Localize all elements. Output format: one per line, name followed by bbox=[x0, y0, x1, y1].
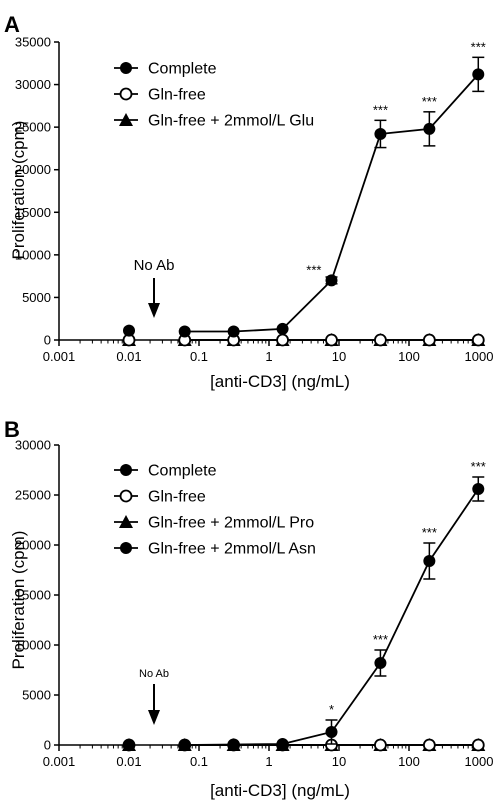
x-axis-title-a: [anti-CD3] (ng/mL) bbox=[210, 372, 350, 391]
x-tick-label: 1 bbox=[265, 349, 272, 364]
y-tick-label: 15000 bbox=[15, 588, 51, 603]
x-tick-label: 0.001 bbox=[43, 754, 76, 769]
panel-a: A Proliferation (cpm) [anti-CD3] (ng/mL)… bbox=[4, 12, 493, 391]
legend-marker bbox=[119, 489, 133, 503]
no-ab-arrow-a bbox=[148, 278, 160, 318]
data-point bbox=[374, 333, 387, 347]
significance-label: *** bbox=[471, 39, 486, 54]
legend-entry: Gln-free + 2mmol/L Glu bbox=[148, 113, 314, 130]
legend-b: Complete Gln-free Gln-free + 2mmol/L Pro Gl… bbox=[114, 463, 316, 558]
x-tick-label: 0.1 bbox=[190, 754, 208, 769]
x-tick-label: 1 bbox=[265, 754, 272, 769]
data-point bbox=[325, 333, 338, 347]
y-axis-title-b: Proliferation (cpm) bbox=[9, 531, 28, 670]
data-point bbox=[227, 325, 240, 338]
data-point bbox=[325, 274, 338, 287]
x-tick-label: 100 bbox=[398, 754, 420, 769]
legend-marker bbox=[120, 62, 132, 74]
x-tick-label: 0.01 bbox=[116, 349, 141, 364]
data-point bbox=[227, 738, 240, 751]
data-point bbox=[423, 122, 436, 135]
y-tick-label: 25000 bbox=[15, 488, 51, 503]
data-point bbox=[423, 555, 436, 567]
y-tick-label: 0 bbox=[44, 333, 51, 348]
no-ab-arrow-b bbox=[148, 684, 160, 725]
data-point bbox=[374, 657, 387, 669]
y-tick-label: 10000 bbox=[15, 247, 51, 262]
legend-marker bbox=[119, 113, 133, 126]
panel-label-a: A bbox=[4, 12, 20, 37]
significance-label: *** bbox=[373, 632, 388, 647]
y-tick-label: 5000 bbox=[22, 688, 51, 703]
significance-label: *** bbox=[422, 525, 437, 540]
y-tick-label: 15000 bbox=[15, 205, 51, 220]
legend-entry: Gln-free bbox=[148, 87, 206, 104]
y-tick-label: 5000 bbox=[22, 290, 51, 305]
y-tick-label: 0 bbox=[44, 738, 51, 753]
data-point bbox=[471, 738, 485, 752]
legend-a: Complete Gln-free Gln-free + 2mmol/L Glu bbox=[114, 61, 314, 130]
data-point bbox=[276, 738, 289, 750]
y-tick-label: 10000 bbox=[15, 638, 51, 653]
x-tick-label: 0.001 bbox=[43, 349, 76, 364]
significance-label: *** bbox=[422, 94, 437, 109]
panel-label-b: B bbox=[4, 417, 20, 442]
legend-entry: Gln-free bbox=[148, 489, 206, 506]
legend-entry: Gln-free + 2mmol/L Asn bbox=[148, 541, 316, 558]
y-tick-label: 25000 bbox=[15, 120, 51, 135]
x-tick-label: 1000 bbox=[465, 754, 494, 769]
data-point bbox=[178, 325, 191, 338]
x-tick-label: 10 bbox=[332, 754, 346, 769]
significance-label: *** bbox=[471, 459, 486, 474]
data-point bbox=[472, 483, 485, 495]
data-point bbox=[123, 739, 135, 751]
x-tick-label: 1000 bbox=[465, 349, 494, 364]
y-tick-label: 20000 bbox=[15, 162, 51, 177]
significance-label: *** bbox=[306, 262, 321, 277]
no-ab-annotation-a: No Ab bbox=[134, 257, 175, 274]
x-tick-label: 0.01 bbox=[116, 754, 141, 769]
data-point bbox=[472, 68, 485, 81]
panel-b: B Proliferation (cpm) [anti-CD3] (ng/mL)… bbox=[4, 417, 493, 800]
data-point bbox=[374, 127, 387, 140]
legend-entry: Complete bbox=[148, 463, 217, 480]
x-axis-title-b: [anti-CD3] (ng/mL) bbox=[210, 781, 350, 800]
data-point bbox=[276, 322, 289, 335]
y-axis-title-a: Proliferation (cpm) bbox=[9, 121, 28, 260]
data-point bbox=[325, 726, 338, 738]
y-tick-label: 20000 bbox=[15, 538, 51, 553]
plot-area-b: 0 5000 10000 15000 20000 25000 30000 0.001 0.01 0… bbox=[15, 438, 494, 770]
data-point bbox=[178, 739, 191, 751]
y-tick-label: 35000 bbox=[15, 35, 51, 50]
y-tick-label: 30000 bbox=[15, 77, 51, 92]
legend-marker bbox=[119, 515, 133, 528]
plot-area-a: 0 5000 10000 15000 20000 25000 30000 35000 0.001… bbox=[15, 35, 494, 365]
data-point bbox=[422, 333, 436, 347]
legend-entry: Gln-free + 2mmol/L Pro bbox=[148, 515, 314, 532]
data-point bbox=[422, 738, 436, 752]
legend-marker bbox=[120, 542, 132, 554]
x-tick-label: 100 bbox=[398, 349, 420, 364]
x-tick-label: 10 bbox=[332, 349, 346, 364]
data-point bbox=[123, 324, 135, 337]
legend-marker bbox=[119, 87, 133, 101]
legend-entry: Complete bbox=[148, 61, 217, 78]
legend-marker bbox=[120, 464, 132, 476]
data-point bbox=[471, 333, 485, 347]
significance-label: * bbox=[329, 702, 334, 717]
no-ab-annotation-b: No Ab bbox=[139, 668, 169, 680]
data-point bbox=[276, 333, 289, 347]
data-point bbox=[374, 738, 387, 752]
x-tick-label: 0.1 bbox=[190, 349, 208, 364]
significance-label: *** bbox=[373, 102, 388, 117]
y-tick-label: 30000 bbox=[15, 438, 51, 453]
